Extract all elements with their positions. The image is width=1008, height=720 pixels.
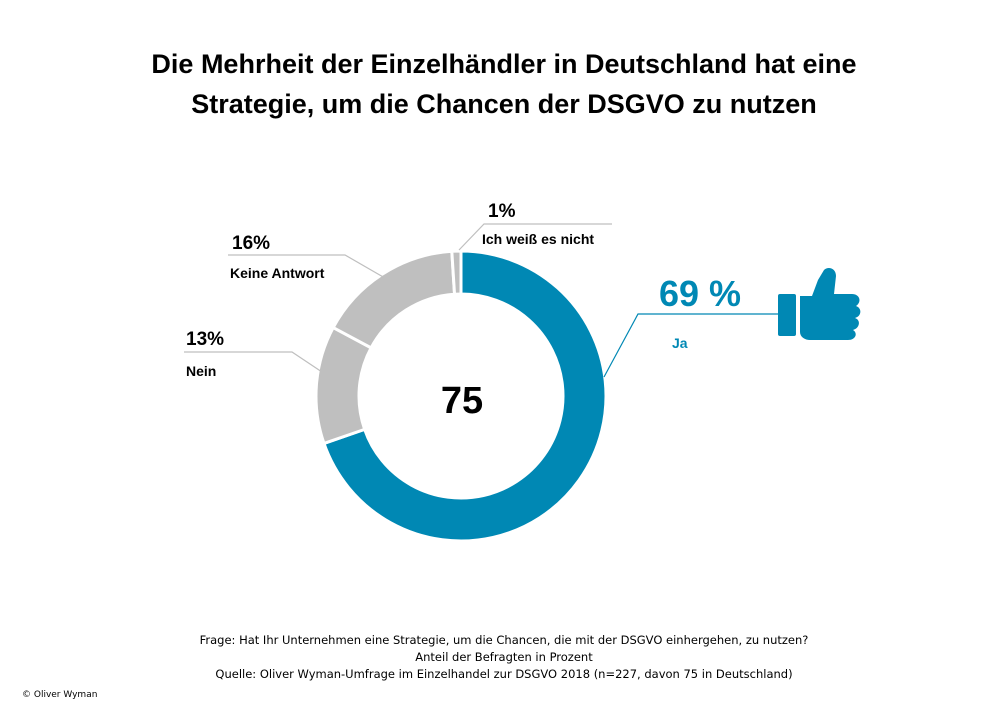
- footer-unit: Anteil der Befragten in Prozent: [415, 650, 593, 664]
- donut-slices: [314, 249, 608, 543]
- copyright: © Oliver Wyman: [22, 690, 98, 700]
- value-label-keine-antwort: 16%: [232, 233, 270, 254]
- category-label-keine-antwort: Keine Antwort: [230, 265, 325, 281]
- chart-title-line-1: Die Mehrheit der Einzelhändler in Deutsc…: [151, 49, 857, 79]
- category-label-ja: Ja: [672, 335, 688, 351]
- value-label-nein: 13%: [186, 329, 224, 350]
- value-label-weiss-nicht: 1%: [488, 201, 516, 222]
- leader-line-weiss-nicht: [458, 223, 612, 251]
- leader-line-keine-antwort: [228, 254, 386, 279]
- footer-question: Frage: Hat Ihr Unternehmen eine Strategi…: [199, 633, 809, 647]
- chart-title: Die Mehrheit der Einzelhändler in Deutsc…: [60, 44, 948, 124]
- value-label-ja: 69 %: [659, 273, 741, 314]
- chart-title-line-2: Strategie, um die Chancen der DSGVO zu n…: [191, 89, 817, 119]
- donut-slice-ja: [322, 249, 608, 543]
- chart-footer: Frage: Hat Ihr Unternehmen eine Strategi…: [0, 632, 1008, 683]
- category-label-nein: Nein: [186, 363, 216, 379]
- donut-slice-ich-wei-es-nicht: [450, 249, 463, 296]
- category-label-weiss-nicht: Ich weiß es nicht: [482, 231, 594, 247]
- thumbs-up-icon: [778, 268, 861, 340]
- leader-line-nein: [184, 351, 323, 373]
- footer-source: Quelle: Oliver Wyman-Umfrage im Einzelha…: [215, 667, 793, 681]
- leader-line-ja: [603, 313, 780, 378]
- donut-chart: 75 69 % Ja 13% Nein 16% Keine Antwort 1%…: [184, 201, 861, 543]
- donut-slice-keine-antwort: [331, 249, 457, 350]
- center-label: 75: [441, 380, 483, 422]
